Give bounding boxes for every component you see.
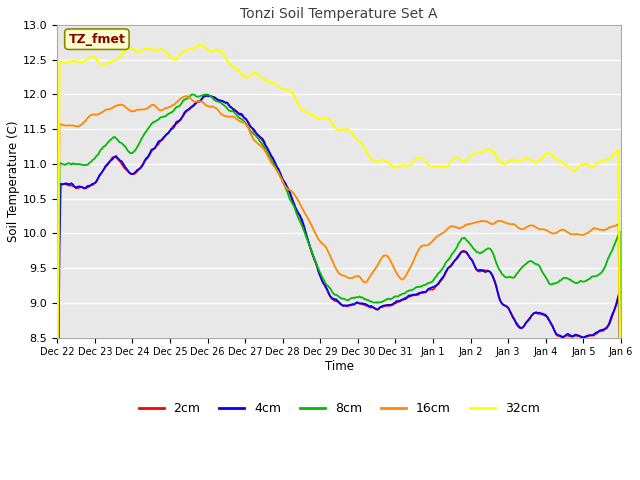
Legend: 2cm, 4cm, 8cm, 16cm, 32cm: 2cm, 4cm, 8cm, 16cm, 32cm — [134, 397, 545, 420]
Y-axis label: Soil Temperature (C): Soil Temperature (C) — [7, 120, 20, 242]
Title: Tonzi Soil Temperature Set A: Tonzi Soil Temperature Set A — [240, 7, 438, 21]
Text: TZ_fmet: TZ_fmet — [68, 33, 125, 46]
X-axis label: Time: Time — [324, 360, 353, 373]
